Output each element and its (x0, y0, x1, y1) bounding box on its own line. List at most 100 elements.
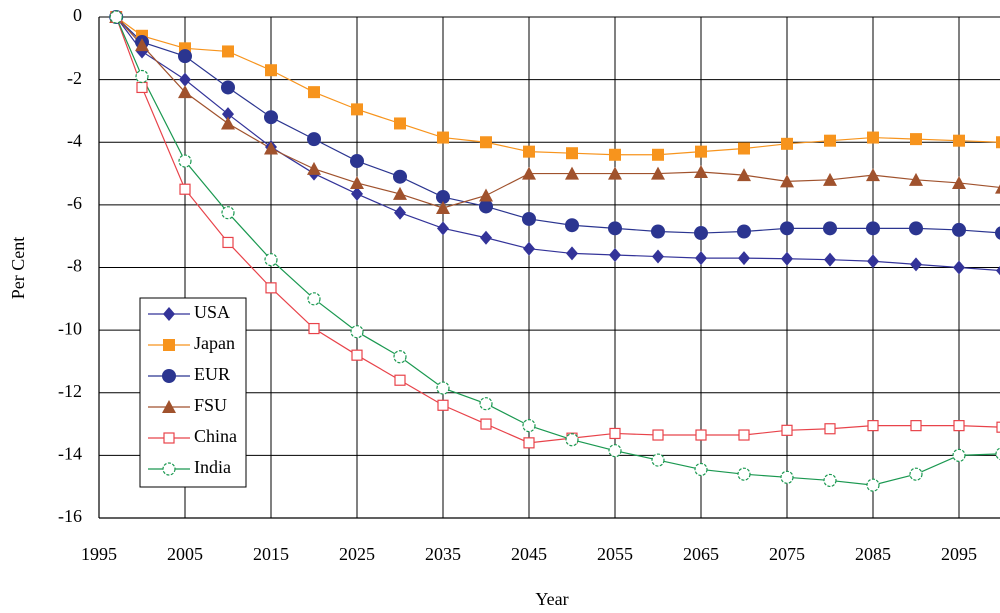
marker (307, 132, 321, 147)
marker (393, 169, 407, 184)
legend-box (139, 297, 247, 488)
marker (522, 419, 536, 433)
marker (162, 462, 176, 476)
marker (480, 230, 492, 245)
legend-label: Japan (194, 333, 235, 353)
y-tick-label: -14 (58, 444, 82, 464)
marker (909, 467, 923, 481)
marker (479, 199, 493, 214)
marker (264, 253, 278, 267)
marker (952, 175, 966, 189)
x-tick-label: 2075 (769, 544, 805, 564)
marker (608, 221, 622, 236)
marker (952, 448, 966, 462)
y-tick-label: -4 (67, 130, 82, 150)
marker (351, 103, 363, 116)
marker (909, 221, 923, 236)
marker (307, 292, 321, 306)
marker (608, 166, 622, 180)
marker (480, 136, 492, 149)
marker (995, 184, 1000, 194)
marker (953, 420, 965, 432)
marker (866, 168, 880, 182)
marker (867, 420, 879, 432)
marker (163, 307, 175, 321)
marker (823, 221, 837, 236)
marker (695, 251, 707, 266)
marker (910, 420, 922, 432)
marker (351, 349, 363, 361)
marker (652, 148, 664, 161)
marker (221, 206, 235, 220)
y-tick-label: -16 (58, 506, 82, 526)
marker (824, 252, 836, 267)
marker (781, 424, 793, 436)
marker (265, 64, 277, 77)
marker (780, 470, 794, 484)
marker (565, 166, 579, 180)
marker (221, 80, 235, 95)
marker (436, 381, 450, 395)
marker (350, 154, 364, 169)
x-tick-label: 2015 (253, 544, 289, 564)
x-tick-label: 2005 (167, 544, 203, 564)
marker (566, 246, 578, 261)
marker (738, 251, 750, 266)
marker (824, 423, 836, 435)
marker (695, 429, 707, 441)
x-tick-label: 2035 (425, 544, 461, 564)
marker (522, 166, 536, 180)
marker (651, 453, 665, 467)
marker (866, 478, 880, 492)
marker (823, 473, 837, 488)
legend-label: EUR (194, 364, 230, 384)
series-line (115, 16, 1000, 234)
marker (163, 432, 175, 444)
marker (522, 211, 536, 226)
marker (910, 257, 922, 272)
marker (781, 137, 793, 150)
marker (996, 265, 1000, 276)
marker (394, 205, 406, 220)
marker (780, 174, 794, 188)
marker (651, 224, 665, 239)
marker (651, 166, 665, 180)
marker (996, 421, 1000, 433)
marker (436, 190, 450, 205)
marker (264, 110, 278, 125)
marker (910, 133, 922, 146)
marker (565, 433, 579, 447)
series-line (115, 16, 1000, 209)
marker (162, 369, 176, 383)
marker (737, 467, 751, 481)
y-tick-label: -10 (58, 318, 82, 338)
x-tick-label: 1995 (81, 544, 117, 564)
y-tick-label: 0 (73, 5, 82, 25)
marker (222, 45, 234, 58)
legend-label: India (194, 457, 231, 477)
marker (394, 374, 406, 386)
marker (738, 142, 750, 155)
marker (823, 172, 837, 186)
x-tick-label: 2085 (855, 544, 891, 564)
marker (995, 447, 1000, 461)
x-tick-label: 2045 (511, 544, 547, 564)
marker (694, 164, 708, 178)
marker (308, 86, 320, 99)
marker (136, 81, 148, 94)
marker (351, 186, 363, 201)
y-tick-label: -8 (67, 256, 82, 276)
series-line (115, 16, 1000, 444)
marker (523, 437, 535, 449)
marker (437, 221, 449, 236)
x-axis-label: Year (535, 589, 568, 609)
marker (780, 221, 794, 236)
marker (952, 222, 966, 237)
marker (867, 254, 879, 269)
marker (909, 172, 923, 186)
series-line (115, 16, 1000, 272)
marker (694, 462, 708, 477)
marker (737, 168, 751, 182)
marker (867, 131, 879, 144)
